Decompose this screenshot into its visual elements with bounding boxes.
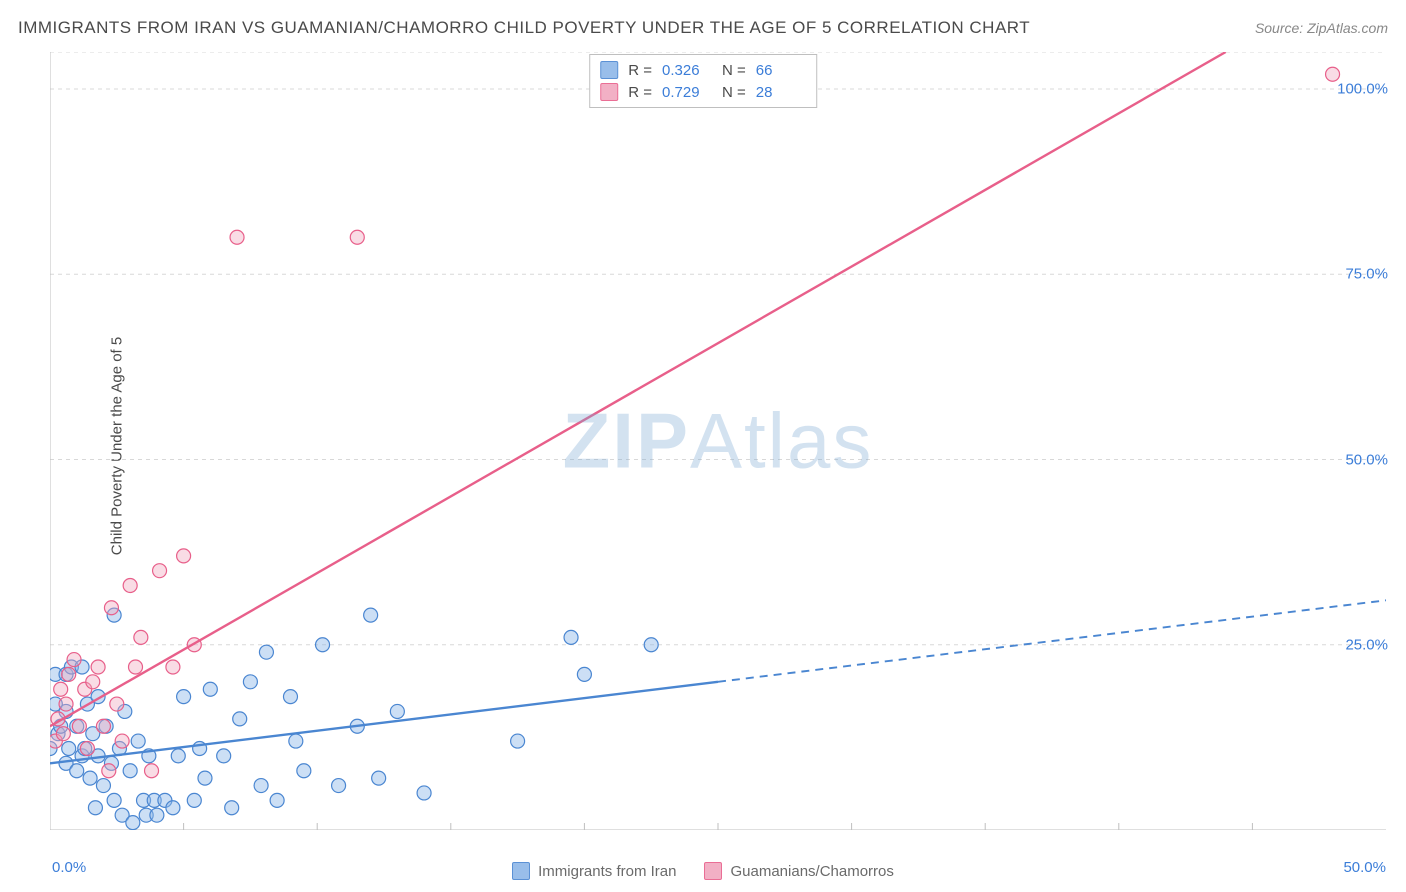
- y-tick-label: 75.0%: [1345, 266, 1388, 283]
- scatter-point-iran: [83, 771, 97, 785]
- scatter-point-guam: [104, 601, 118, 615]
- scatter-point-guam: [123, 578, 137, 592]
- trend-line-guam: [50, 52, 1226, 726]
- scatter-point-iran: [70, 764, 84, 778]
- chart-title: IMMIGRANTS FROM IRAN VS GUAMANIAN/CHAMOR…: [18, 18, 1030, 38]
- scatter-point-guam: [166, 660, 180, 674]
- scatter-point-iran: [297, 764, 311, 778]
- x-axis-legend: Immigrants from Iran Guamanians/Chamorro…: [0, 862, 1406, 880]
- scatter-point-iran: [62, 741, 76, 755]
- scatter-point-iran: [243, 675, 257, 689]
- scatter-point-guam: [80, 741, 94, 755]
- n-label: N =: [722, 62, 746, 79]
- scatter-point-iran: [511, 734, 525, 748]
- scatter-point-guam: [62, 667, 76, 681]
- scatter-point-guam: [230, 230, 244, 244]
- scatter-point-guam: [134, 630, 148, 644]
- scatter-point-iran: [372, 771, 386, 785]
- scatter-point-guam: [86, 675, 100, 689]
- scatter-point-iran: [131, 734, 145, 748]
- scatter-point-guam: [96, 719, 110, 733]
- legend-label: Immigrants from Iran: [538, 863, 676, 880]
- scatter-point-iran: [289, 734, 303, 748]
- title-bar: IMMIGRANTS FROM IRAN VS GUAMANIAN/CHAMOR…: [18, 18, 1388, 38]
- scatter-point-guam: [1326, 67, 1340, 81]
- scatter-point-iran: [107, 793, 121, 807]
- source-credit: Source: ZipAtlas.com: [1255, 20, 1388, 36]
- swatch-guam: [600, 83, 618, 101]
- swatch-iran: [512, 862, 530, 880]
- n-value-guam: 28: [756, 84, 806, 101]
- scatter-point-iran: [217, 749, 231, 763]
- scatter-chart: [50, 52, 1386, 830]
- legend-item-guam: Guamanians/Chamorros: [704, 862, 893, 880]
- scatter-point-iran: [417, 786, 431, 800]
- r-value-guam: 0.729: [662, 84, 712, 101]
- scatter-point-guam: [56, 727, 70, 741]
- trend-line-dashed-iran: [718, 600, 1386, 682]
- scatter-point-guam: [72, 719, 86, 733]
- scatter-point-guam: [110, 697, 124, 711]
- y-tick-label: 25.0%: [1345, 636, 1388, 653]
- r-value-iran: 0.326: [662, 62, 712, 79]
- scatter-point-guam: [145, 764, 159, 778]
- scatter-point-iran: [126, 816, 140, 830]
- scatter-point-iran: [225, 801, 239, 815]
- scatter-point-iran: [198, 771, 212, 785]
- scatter-point-iran: [166, 801, 180, 815]
- scatter-point-guam: [129, 660, 143, 674]
- scatter-point-iran: [364, 608, 378, 622]
- r-label: R =: [628, 62, 652, 79]
- scatter-point-iran: [123, 764, 137, 778]
- scatter-point-guam: [91, 660, 105, 674]
- scatter-point-iran: [88, 801, 102, 815]
- scatter-point-iran: [283, 690, 297, 704]
- scatter-point-iran: [254, 779, 268, 793]
- legend-row-guam: R = 0.729 N = 28: [600, 81, 806, 103]
- scatter-point-iran: [564, 630, 578, 644]
- correlation-legend: R = 0.326 N = 66 R = 0.729 N = 28: [589, 54, 817, 108]
- swatch-iran: [600, 61, 618, 79]
- scatter-point-iran: [177, 690, 191, 704]
- scatter-point-iran: [259, 645, 273, 659]
- scatter-point-guam: [67, 653, 81, 667]
- y-tick-label: 50.0%: [1345, 451, 1388, 468]
- scatter-point-iran: [270, 793, 284, 807]
- legend-row-iran: R = 0.326 N = 66: [600, 59, 806, 81]
- scatter-point-iran: [96, 779, 110, 793]
- scatter-point-guam: [153, 564, 167, 578]
- scatter-point-iran: [171, 749, 185, 763]
- n-value-iran: 66: [756, 62, 806, 79]
- scatter-point-guam: [350, 230, 364, 244]
- scatter-point-iran: [150, 808, 164, 822]
- swatch-guam: [704, 862, 722, 880]
- scatter-point-guam: [59, 697, 73, 711]
- scatter-point-guam: [102, 764, 116, 778]
- scatter-point-iran: [203, 682, 217, 696]
- plot-area: ZIPAtlas: [50, 52, 1386, 830]
- trend-line-iran: [50, 682, 718, 764]
- scatter-point-guam: [177, 549, 191, 563]
- scatter-point-guam: [115, 734, 129, 748]
- scatter-point-iran: [644, 638, 658, 652]
- scatter-point-guam: [54, 682, 68, 696]
- scatter-point-iran: [316, 638, 330, 652]
- legend-item-iran: Immigrants from Iran: [512, 862, 676, 880]
- r-label: R =: [628, 84, 652, 101]
- scatter-point-iran: [332, 779, 346, 793]
- legend-label: Guamanians/Chamorros: [730, 863, 893, 880]
- y-tick-label: 100.0%: [1337, 81, 1388, 98]
- n-label: N =: [722, 84, 746, 101]
- scatter-point-iran: [233, 712, 247, 726]
- scatter-point-iran: [187, 793, 201, 807]
- scatter-point-iran: [390, 704, 404, 718]
- scatter-point-iran: [577, 667, 591, 681]
